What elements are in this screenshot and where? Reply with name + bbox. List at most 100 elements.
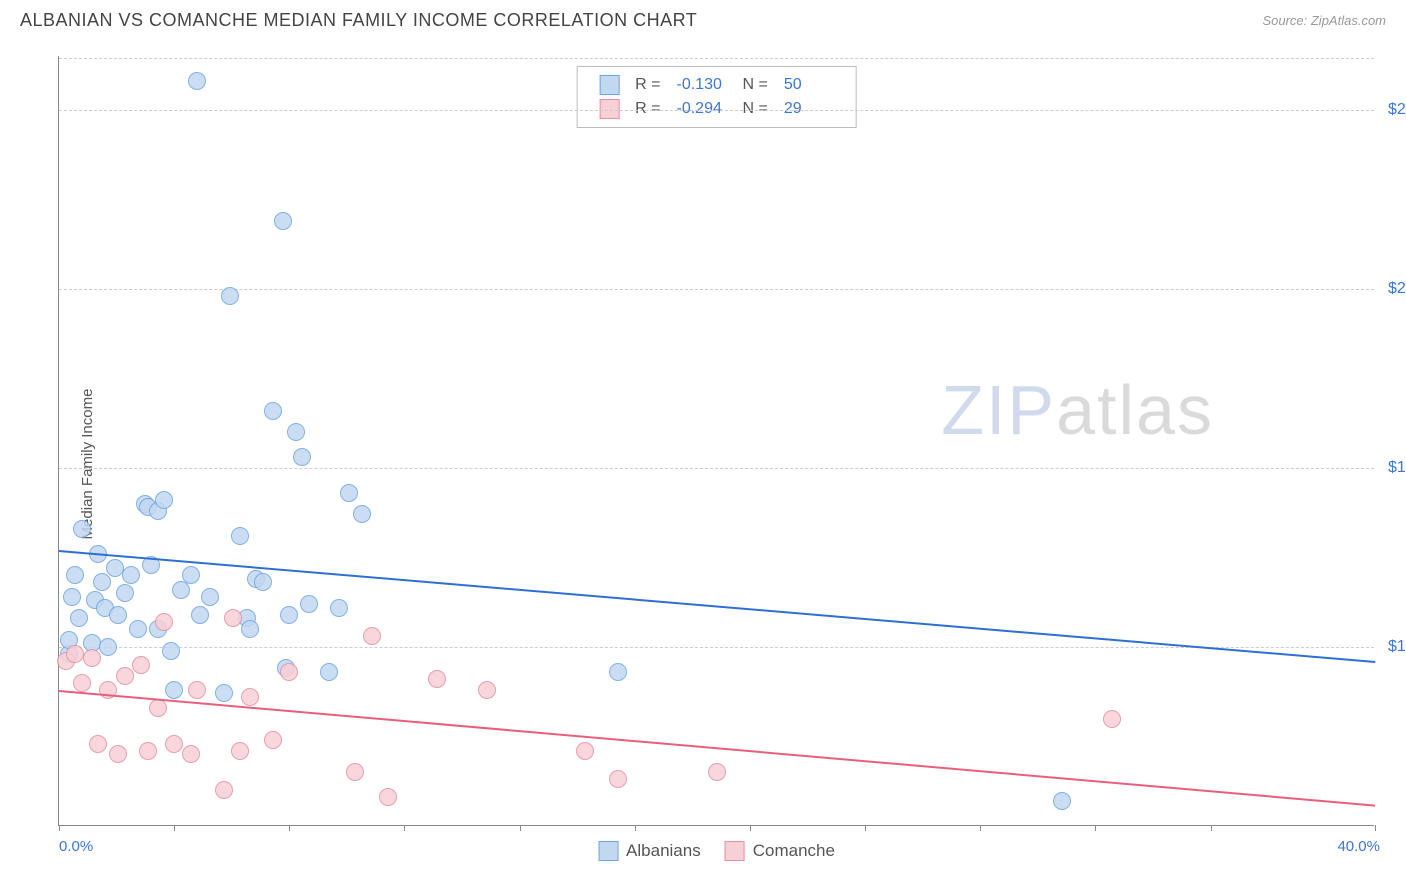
x-tick [635,825,636,831]
scatter-point [155,613,173,631]
scatter-point [89,735,107,753]
scatter-point [576,742,594,760]
x-tick [174,825,175,831]
scatter-point [280,663,298,681]
scatter-point [63,588,81,606]
scatter-point [428,670,446,688]
series-legend: AlbaniansComanche [598,841,835,861]
scatter-point [132,656,150,674]
scatter-point [201,588,219,606]
chart-area: Median Family Income ZIPatlas R =-0.130N… [18,46,1396,882]
y-tick-label: $150,000 [1380,459,1406,477]
scatter-point [165,735,183,753]
scatter-point [70,609,88,627]
scatter-point [264,731,282,749]
x-axis-start-label: 0.0% [59,838,93,855]
x-tick [865,825,866,831]
correlation-legend: R =-0.130N =50R =-0.294N =29 [576,66,857,128]
scatter-point [139,742,157,760]
legend-n-label: N = [735,73,776,97]
scatter-point [340,484,358,502]
scatter-point [224,609,242,627]
scatter-point [129,620,147,638]
x-tick [980,825,981,831]
scatter-point [241,688,259,706]
scatter-point [215,684,233,702]
x-tick [1095,825,1096,831]
scatter-point [346,763,364,781]
watermark: ZIPatlas [941,370,1214,450]
watermark-part1: ZIP [941,371,1056,449]
scatter-point [221,287,239,305]
legend-r-label: R = [627,73,668,97]
trend-line [59,690,1375,807]
scatter-point [191,606,209,624]
x-tick [59,825,60,831]
scatter-point [149,699,167,717]
scatter-point [93,573,111,591]
scatter-point [109,606,127,624]
scatter-point [330,599,348,617]
scatter-point [231,527,249,545]
scatter-point [241,620,259,638]
scatter-point [280,606,298,624]
x-tick [1375,825,1376,831]
legend-r-value: -0.130 [677,76,727,94]
scatter-point [155,491,173,509]
legend-swatch [599,75,619,95]
watermark-part2: atlas [1056,371,1214,449]
scatter-point [165,681,183,699]
scatter-point [353,505,371,523]
scatter-point [215,781,233,799]
scatter-point [320,663,338,681]
series-legend-item: Albanians [598,841,701,861]
scatter-point [106,559,124,577]
x-tick [289,825,290,831]
scatter-point [73,674,91,692]
scatter-point [274,212,292,230]
scatter-point [162,642,180,660]
scatter-point [66,645,84,663]
y-tick-label: $200,000 [1380,280,1406,298]
legend-swatch [598,841,618,861]
scatter-point [708,763,726,781]
scatter-point [122,566,140,584]
scatter-point [478,681,496,699]
chart-title: ALBANIAN VS COMANCHE MEDIAN FAMILY INCOM… [20,10,697,31]
scatter-point [116,667,134,685]
gridline [59,289,1374,290]
scatter-point [1103,710,1121,728]
plot-area: ZIPatlas R =-0.130N =50R =-0.294N =29 Al… [58,56,1374,826]
gridline [59,110,1374,111]
scatter-point [1053,792,1071,810]
scatter-point [293,448,311,466]
x-tick [750,825,751,831]
scatter-point [287,423,305,441]
scatter-point [109,745,127,763]
x-tick [404,825,405,831]
scatter-point [264,402,282,420]
scatter-point [73,520,91,538]
scatter-point [188,681,206,699]
scatter-point [188,72,206,90]
x-axis-end-label: 40.0% [1337,838,1380,855]
chart-header: ALBANIAN VS COMANCHE MEDIAN FAMILY INCOM… [0,0,1406,39]
gridline [59,58,1374,59]
gridline [59,468,1374,469]
scatter-point [116,584,134,602]
scatter-point [231,742,249,760]
legend-row: R =-0.130N =50 [591,73,842,97]
legend-swatch [725,841,745,861]
scatter-point [609,770,627,788]
scatter-point [182,566,200,584]
chart-source: Source: ZipAtlas.com [1262,13,1386,28]
x-tick [520,825,521,831]
x-tick [1211,825,1212,831]
scatter-point [363,627,381,645]
scatter-point [609,663,627,681]
scatter-point [379,788,397,806]
scatter-point [99,638,117,656]
scatter-point [182,745,200,763]
scatter-point [66,566,84,584]
series-legend-label: Albanians [626,841,701,861]
